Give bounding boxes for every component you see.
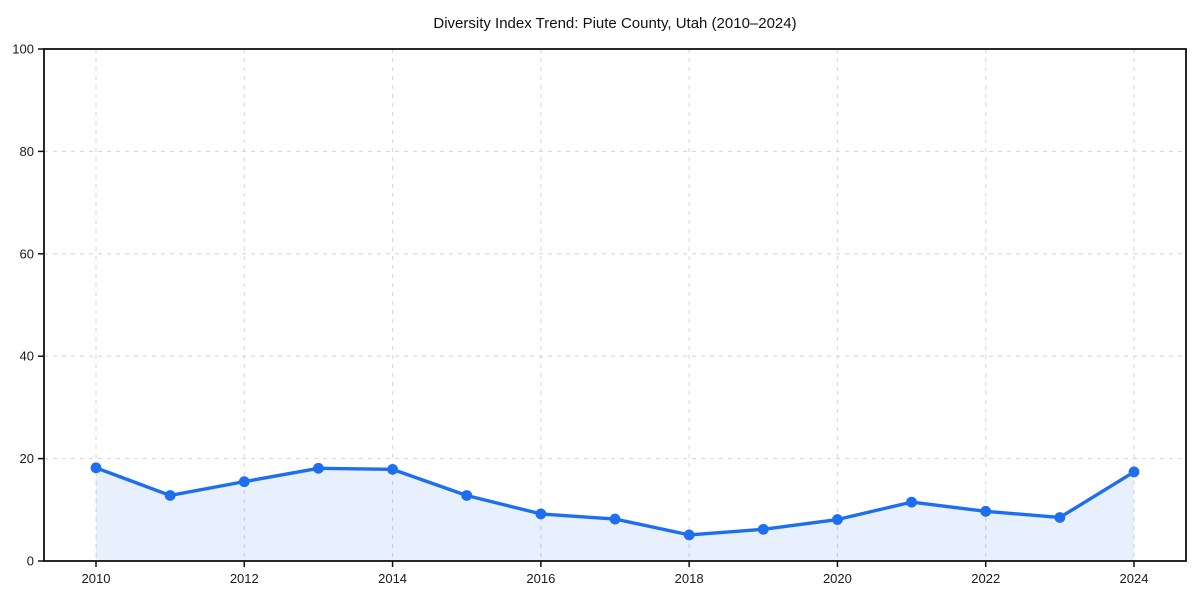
- y-tick-label: 40: [20, 349, 34, 364]
- data-point: [90, 462, 102, 474]
- y-tick-label: 60: [20, 246, 34, 261]
- data-point: [980, 505, 992, 517]
- x-tick-label: 2012: [230, 571, 259, 586]
- y-tick-label: 100: [12, 42, 34, 57]
- data-point: [387, 463, 398, 475]
- x-tick-label: 2014: [378, 571, 407, 586]
- gridlines: [44, 48, 1186, 562]
- x-tick-label: 2020: [823, 571, 852, 586]
- y-tick-label: 0: [27, 554, 34, 569]
- plot-border: [43, 48, 1187, 562]
- y-tick-label: 80: [20, 144, 34, 159]
- area-fill: [96, 467, 1134, 561]
- data-point: [313, 462, 324, 474]
- x-tick-label: 2010: [82, 571, 111, 586]
- data-point: [906, 496, 917, 508]
- data-point: [609, 513, 621, 525]
- y-axis-tick-labels: 0 20 40 60 80 100: [12, 42, 34, 569]
- x-tick-label: 2022: [971, 571, 1000, 586]
- x-tick-label: 2018: [675, 571, 704, 586]
- chart-title: Diversity Index Trend: Piute County, Uta…: [433, 15, 796, 32]
- data-point: [1128, 466, 1140, 478]
- data-point: [757, 523, 769, 535]
- data-points: [90, 462, 1140, 541]
- data-point: [832, 514, 843, 525]
- data-point: [238, 476, 250, 488]
- x-tick-label: 2024: [1120, 571, 1149, 586]
- data-point: [683, 529, 695, 541]
- data-point: [1054, 512, 1066, 523]
- data-point: [535, 508, 547, 520]
- x-tick-label: 2016: [526, 571, 555, 586]
- y-tick-label: 20: [20, 451, 34, 466]
- data-point: [461, 490, 473, 501]
- x-axis-tick-labels: 2010 2012 2014 2016 2018 2020 2022 2024: [82, 571, 1149, 586]
- axis-ticks: [38, 48, 1135, 567]
- area-fill-path: [96, 467, 1134, 561]
- data-point: [164, 490, 176, 501]
